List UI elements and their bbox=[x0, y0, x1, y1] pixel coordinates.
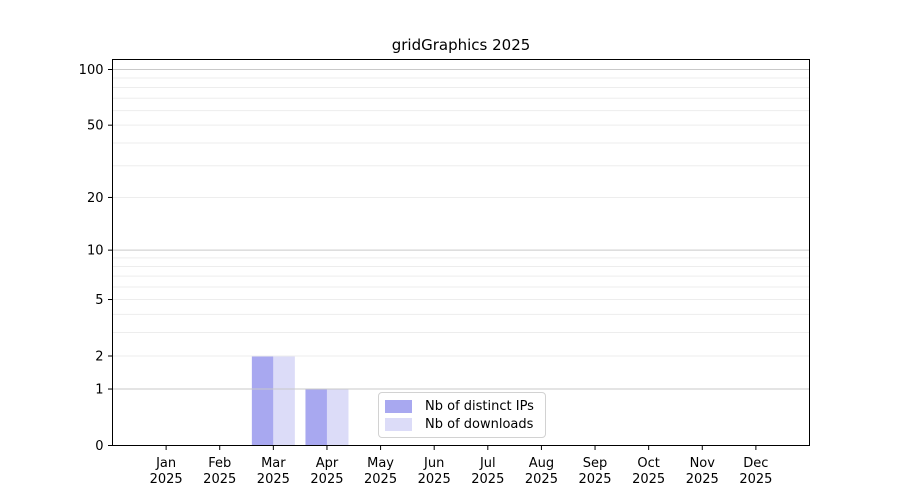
legend-item: Nb of distinct IPs bbox=[385, 397, 545, 415]
y-tick-label: 2 bbox=[95, 349, 103, 364]
x-tick-label-month: Jul bbox=[479, 456, 496, 471]
y-tick-label: 5 bbox=[95, 293, 103, 308]
x-tick-label-year: 2025 bbox=[257, 472, 290, 487]
x-tick-label-year: 2025 bbox=[632, 472, 665, 487]
legend-swatch-downloads bbox=[385, 417, 412, 431]
x-tick-label-month: Apr bbox=[316, 456, 339, 471]
x-tick-label-year: 2025 bbox=[471, 472, 504, 487]
x-tick-label-month: Feb bbox=[208, 456, 231, 471]
legend-swatch-distinct-ips bbox=[385, 399, 412, 413]
bar-distinct-ips bbox=[305, 389, 327, 446]
y-tick-label: 10 bbox=[87, 244, 104, 259]
legend-item: Nb of downloads bbox=[385, 415, 545, 433]
legend-label: Nb of downloads bbox=[425, 416, 534, 432]
y-tick-label: 1 bbox=[95, 383, 103, 398]
y-tick-label: 0 bbox=[95, 439, 103, 454]
x-tick-label-month: Nov bbox=[690, 456, 716, 471]
x-tick-label-month: Jan bbox=[155, 456, 176, 471]
x-tick-label-year: 2025 bbox=[150, 472, 183, 487]
legend: Nb of distinct IPs Nb of downloads bbox=[378, 392, 546, 438]
x-tick-label-year: 2025 bbox=[203, 472, 236, 487]
x-tick-label-month: Jun bbox=[423, 456, 444, 471]
x-tick-label-month: Mar bbox=[261, 456, 286, 471]
x-tick-label-month: Aug bbox=[529, 456, 554, 471]
y-tick-label: 100 bbox=[79, 63, 104, 78]
x-tick-label-year: 2025 bbox=[310, 472, 343, 487]
x-tick-label-year: 2025 bbox=[525, 472, 558, 487]
bar-distinct-ips bbox=[251, 355, 274, 446]
legend-label: Nb of distinct IPs bbox=[425, 398, 534, 414]
y-tick-label: 50 bbox=[87, 119, 104, 134]
chart-title: gridGraphics 2025 bbox=[391, 36, 531, 54]
y-tick-label: 20 bbox=[87, 191, 104, 206]
x-tick-label-month: Dec bbox=[743, 456, 768, 471]
x-tick-label-year: 2025 bbox=[578, 472, 611, 487]
x-tick-label-month: Oct bbox=[637, 456, 659, 471]
x-tick-label-year: 2025 bbox=[739, 472, 772, 487]
x-tick-label-year: 2025 bbox=[364, 472, 397, 487]
bar-downloads bbox=[273, 355, 295, 446]
x-tick-label-year: 2025 bbox=[418, 472, 451, 487]
x-tick-label-month: Sep bbox=[583, 456, 608, 471]
x-tick-label-month: May bbox=[367, 456, 394, 471]
plot-border bbox=[112, 59, 810, 446]
x-tick-label-year: 2025 bbox=[686, 472, 719, 487]
bar-downloads bbox=[326, 389, 349, 446]
